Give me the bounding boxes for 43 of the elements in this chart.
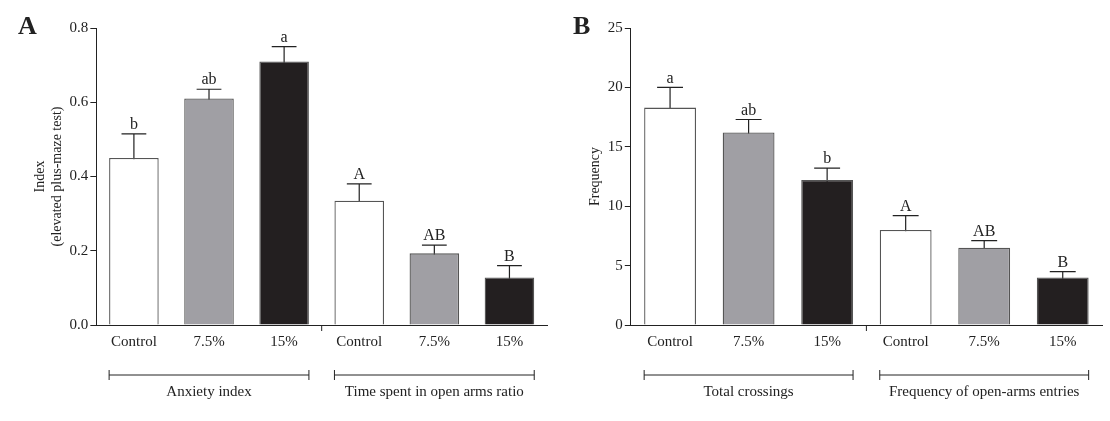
- x-tick-label: 7.5%: [732, 332, 765, 349]
- x-tick-label: Control: [647, 332, 693, 349]
- text: Anxiety index: [166, 383, 253, 400]
- y-tick-label: 0.6: [69, 93, 89, 110]
- text: Time spent in open arms ratio: [344, 383, 524, 400]
- x-tick-label: 15%: [1048, 332, 1077, 349]
- y-tick-label: 0.0: [69, 315, 89, 332]
- data-label: AB: [973, 221, 996, 239]
- y-tick-label: 0: [615, 315, 623, 332]
- data-label: B: [504, 246, 515, 264]
- y-axis-title: Index (elevated plus-maze test): [32, 106, 65, 247]
- chart-title: A: [18, 10, 37, 40]
- y-tick-label: 25: [607, 18, 623, 35]
- x-tick-label: 7.5%: [418, 332, 450, 349]
- data-label: A: [353, 165, 366, 183]
- data-label: b: [823, 149, 832, 167]
- chart-title: B: [573, 10, 591, 40]
- x-tick-label: Control: [882, 332, 929, 349]
- y-tick-label: 0.2: [69, 241, 89, 258]
- data-label: ab: [201, 70, 217, 88]
- data-label: B: [1057, 252, 1069, 270]
- data-label: a: [280, 27, 288, 45]
- x-tick-label: Control: [110, 332, 157, 349]
- x-tick-label: Control: [336, 332, 383, 349]
- data-label: b: [129, 115, 138, 133]
- y-tick-label: 0.8: [69, 18, 89, 35]
- data-label: AB: [423, 226, 446, 244]
- y-tick-label: 10: [607, 197, 623, 214]
- data-label: A: [899, 196, 912, 214]
- x-tick-label: 15%: [813, 332, 841, 349]
- y-tick-label: 5: [615, 256, 623, 273]
- data-label: a: [666, 68, 674, 86]
- x-tick-label: 15%: [495, 332, 524, 349]
- text: Total crossings: [703, 383, 794, 400]
- y-tick-label: 20: [607, 78, 623, 95]
- x-tick-label: 7.5%: [193, 332, 225, 349]
- y-tick-label: 0.4: [69, 167, 89, 184]
- y-tick-label: 15: [607, 137, 623, 154]
- text: Frequency of open-arms entries: [889, 383, 1080, 400]
- data-label: ab: [741, 100, 757, 118]
- y-axis-title: Frequency: [587, 146, 603, 207]
- x-tick-label: 7.5%: [968, 332, 1000, 349]
- x-tick-label: 15%: [270, 332, 298, 349]
